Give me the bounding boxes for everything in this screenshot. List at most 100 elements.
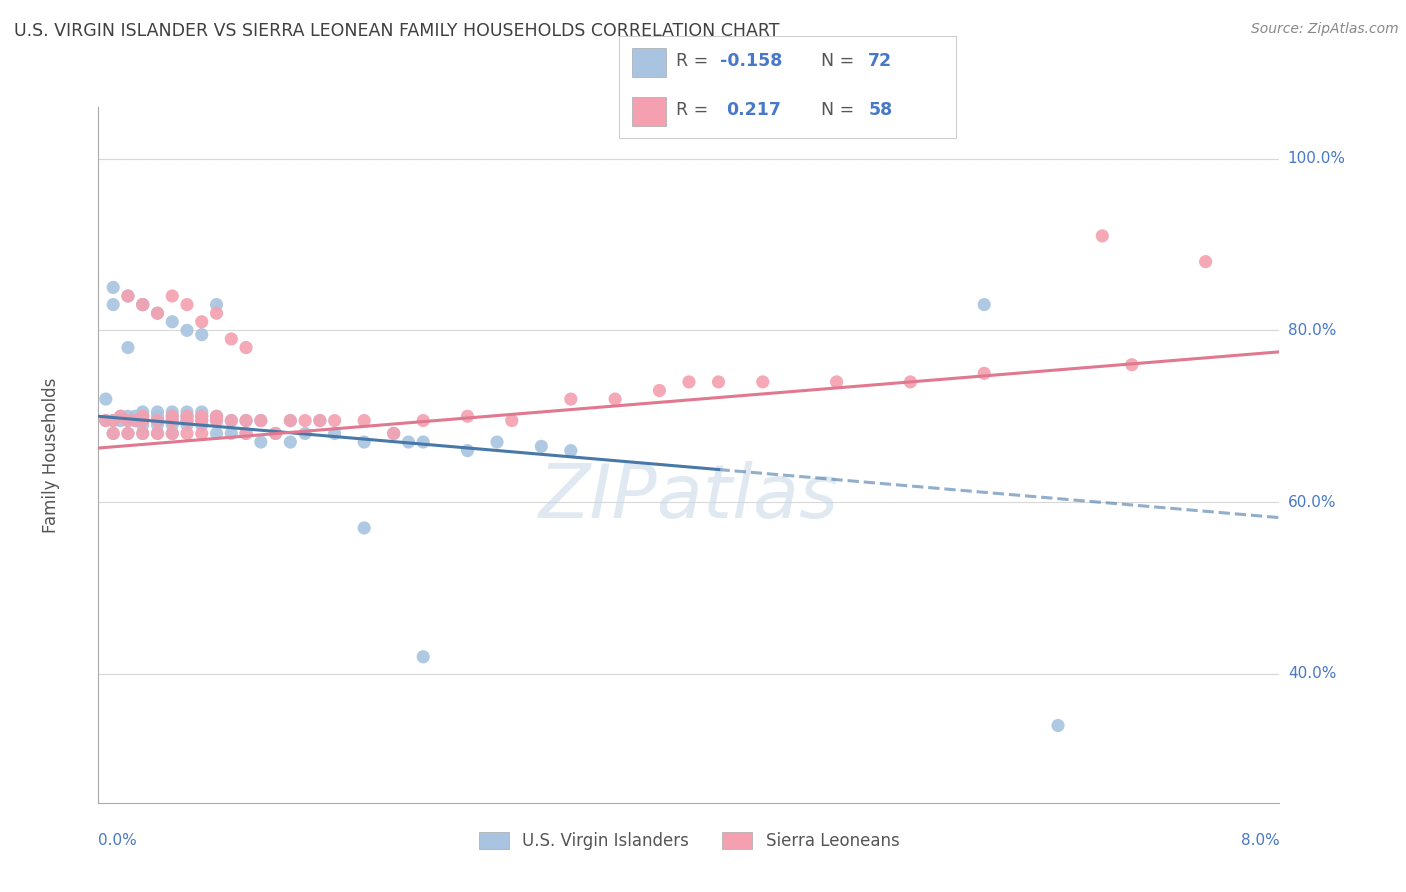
Text: -0.158: -0.158: [720, 53, 782, 70]
Point: [132, 409, 155, 424]
Point: [1121, 358, 1143, 372]
Point: [235, 413, 257, 427]
Point: [235, 413, 257, 427]
Point: [124, 409, 146, 424]
Point: [117, 289, 139, 303]
Point: [117, 289, 139, 303]
Text: R =: R =: [676, 53, 714, 70]
Point: [250, 413, 273, 427]
Point: [176, 426, 198, 441]
Point: [396, 435, 419, 450]
Point: [205, 413, 228, 427]
Point: [191, 413, 214, 427]
Point: [146, 417, 169, 432]
FancyBboxPatch shape: [633, 48, 666, 77]
Point: [973, 297, 995, 311]
Point: [353, 413, 375, 427]
Point: [648, 384, 671, 398]
Point: [191, 327, 214, 342]
Point: [146, 426, 169, 441]
Point: [117, 413, 139, 427]
Text: 0.217: 0.217: [727, 101, 782, 119]
Point: [103, 297, 124, 311]
Point: [1194, 254, 1216, 268]
Point: [278, 413, 301, 427]
Point: [382, 426, 405, 441]
Point: [132, 426, 155, 441]
Point: [162, 426, 183, 441]
Point: [146, 409, 169, 424]
Text: Family Households: Family Households: [42, 377, 60, 533]
Point: [132, 413, 155, 427]
Text: ZIPatlas: ZIPatlas: [538, 460, 839, 533]
Text: 58: 58: [869, 101, 893, 119]
Point: [412, 435, 434, 450]
Point: [1091, 228, 1114, 243]
Point: [323, 426, 346, 441]
Point: [132, 413, 155, 427]
Point: [707, 375, 730, 389]
Point: [323, 413, 346, 427]
Point: [678, 375, 700, 389]
Text: U.S. VIRGIN ISLANDER VS SIERRA LEONEAN FAMILY HOUSEHOLDS CORRELATION CHART: U.S. VIRGIN ISLANDER VS SIERRA LEONEAN F…: [14, 22, 779, 40]
Point: [176, 405, 198, 419]
Point: [278, 435, 301, 450]
Point: [103, 426, 124, 441]
Text: 0.0%: 0.0%: [98, 833, 138, 848]
Point: [110, 413, 132, 427]
Point: [110, 409, 132, 424]
Point: [235, 426, 257, 441]
Text: 80.0%: 80.0%: [1288, 323, 1336, 338]
Point: [132, 297, 155, 311]
Point: [412, 413, 434, 427]
Point: [103, 413, 124, 427]
Point: [751, 375, 773, 389]
Point: [456, 443, 478, 458]
Point: [898, 375, 921, 389]
Point: [162, 289, 183, 303]
Point: [264, 426, 287, 441]
Point: [110, 409, 132, 424]
Point: [294, 413, 316, 427]
Point: [146, 426, 169, 441]
Point: [382, 426, 405, 441]
Point: [1046, 718, 1069, 732]
Point: [132, 426, 155, 441]
Text: N =: N =: [821, 101, 860, 119]
Point: [132, 405, 155, 419]
Point: [560, 392, 582, 406]
Point: [124, 413, 146, 427]
Point: [162, 405, 183, 419]
Point: [205, 409, 228, 424]
Point: [162, 417, 183, 432]
Point: [176, 413, 198, 427]
Text: 72: 72: [869, 53, 893, 70]
Point: [250, 413, 273, 427]
Point: [176, 409, 198, 424]
Point: [825, 375, 848, 389]
Text: N =: N =: [821, 53, 860, 70]
Point: [176, 323, 198, 337]
Point: [205, 409, 228, 424]
Point: [191, 405, 214, 419]
Text: R =: R =: [676, 101, 720, 119]
Point: [219, 426, 242, 441]
Point: [162, 409, 183, 424]
Point: [117, 426, 139, 441]
Point: [501, 413, 523, 427]
Point: [103, 280, 124, 294]
Point: [162, 413, 183, 427]
Point: [191, 409, 214, 424]
Point: [308, 413, 332, 427]
Point: [132, 297, 155, 311]
Text: 40.0%: 40.0%: [1288, 666, 1336, 681]
Point: [191, 417, 214, 432]
Point: [191, 426, 214, 441]
Point: [235, 426, 257, 441]
Point: [560, 443, 582, 458]
Point: [219, 413, 242, 427]
Point: [117, 341, 139, 355]
Point: [117, 426, 139, 441]
Text: 60.0%: 60.0%: [1288, 495, 1336, 509]
Point: [146, 413, 169, 427]
